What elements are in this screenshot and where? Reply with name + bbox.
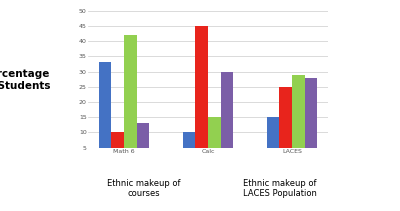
- Text: Ethnic makeup of
courses: Ethnic makeup of courses: [107, 179, 181, 198]
- Bar: [279, 87, 292, 163]
- Text: Ethnic makeup of
LACES Population: Ethnic makeup of LACES Population: [243, 179, 317, 198]
- Bar: [220, 72, 233, 163]
- Bar: [183, 133, 196, 163]
- Bar: [292, 74, 304, 163]
- Bar: [112, 133, 124, 163]
- Bar: [267, 117, 279, 163]
- Bar: [196, 26, 208, 163]
- Bar: [137, 123, 149, 163]
- Bar: [124, 35, 137, 163]
- Bar: [304, 78, 317, 163]
- Bar: [99, 62, 112, 163]
- Text: Percentage
of Students: Percentage of Students: [0, 69, 50, 91]
- Bar: [208, 117, 220, 163]
